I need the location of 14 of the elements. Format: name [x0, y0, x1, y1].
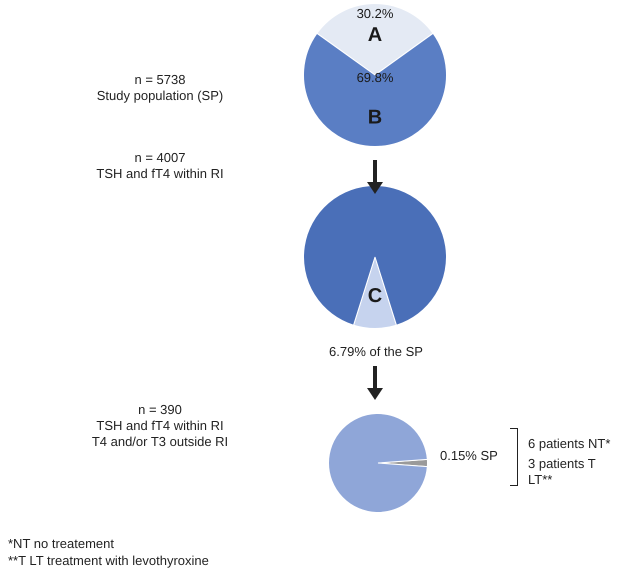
- text: 6 patients NT*: [528, 436, 610, 452]
- text: n = 4007 TSH and fT4 within RI: [96, 150, 224, 182]
- text: 3 patients T LT**: [528, 456, 596, 488]
- slice-label: A: [368, 24, 382, 46]
- text: *NT no treatement: [8, 536, 114, 552]
- text: n = 5738 Study population (SP): [96, 72, 224, 104]
- slice-label: C: [368, 284, 382, 307]
- slice-label: B: [368, 106, 382, 128]
- data-label: 69.8%: [356, 70, 394, 86]
- text: 6.79% of the SP: [329, 344, 423, 360]
- text: 0.15% SP: [440, 448, 498, 464]
- text: n = 390 TSH and fT4 within RI T4 and/or T3 outside RI: [92, 402, 228, 450]
- data-label: 30.2%: [356, 6, 394, 21]
- text: **T LT treatment with levothyroxine: [8, 553, 209, 569]
